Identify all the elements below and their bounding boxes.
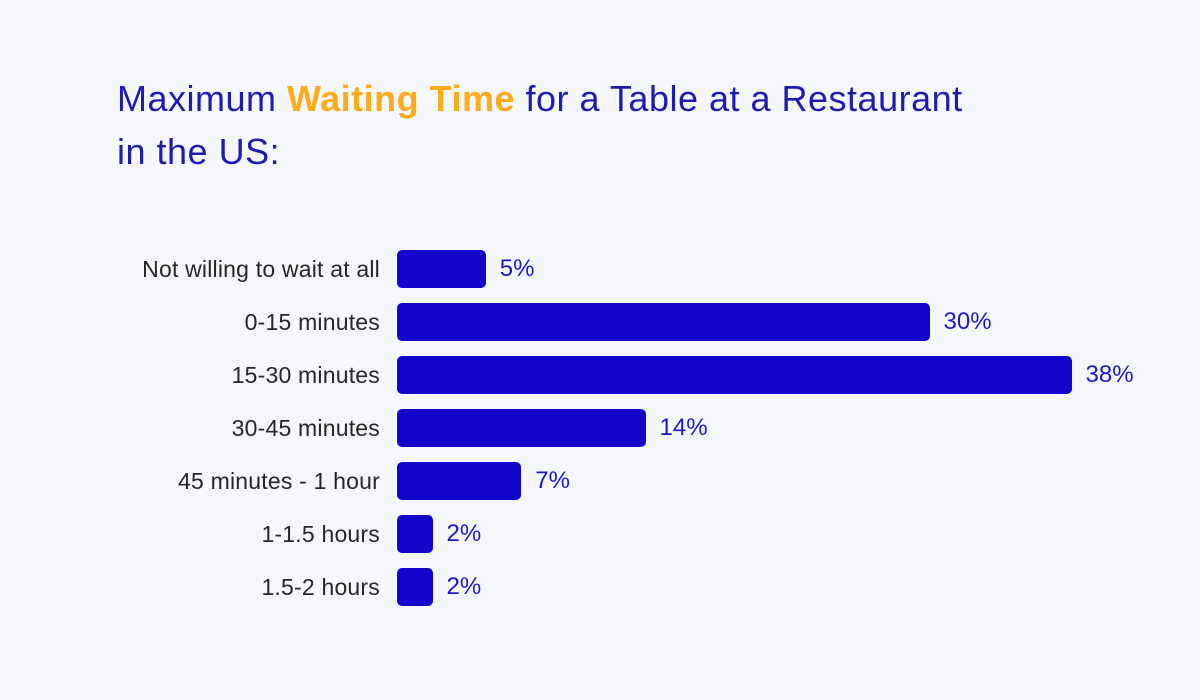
category-label: 30-45 minutes xyxy=(231,414,380,441)
title-prefix: Maximum xyxy=(117,78,288,119)
value-label: 38% xyxy=(1085,361,1134,388)
value-label: 2% xyxy=(446,520,482,547)
category-label: 45 minutes - 1 hour xyxy=(178,467,380,494)
category-label: 0-15 minutes xyxy=(244,308,380,335)
bar-row: 0-15 minutes 30% xyxy=(0,303,1200,341)
bar xyxy=(397,409,646,447)
bar-row: 1-1.5 hours 2% xyxy=(0,515,1200,553)
bar xyxy=(397,568,433,606)
bar xyxy=(397,462,522,500)
value-label: 2% xyxy=(446,573,482,600)
title-highlight: Waiting Time xyxy=(287,78,516,119)
value-label: 7% xyxy=(535,467,570,494)
category-label: 15-30 minutes xyxy=(231,361,380,388)
category-label: Not willing to wait at all xyxy=(142,255,380,282)
bar-row: 1.5-2 hours 2% xyxy=(0,568,1200,606)
bar xyxy=(397,250,486,288)
value-label: 14% xyxy=(659,414,708,441)
bar-chart: Not willing to wait at all 5% 0-15 minut… xyxy=(0,250,1200,621)
bar-row: 30-45 minutes 14% xyxy=(0,409,1200,447)
chart-title: Maximum Waiting Time for a Table at a Re… xyxy=(117,72,1137,178)
value-label: 5% xyxy=(499,255,535,282)
bar-row: 15-30 minutes 38% xyxy=(0,356,1200,394)
bar-row: Not willing to wait at all 5% xyxy=(0,250,1200,288)
bar xyxy=(397,515,433,553)
value-label: 30% xyxy=(943,308,992,335)
bar xyxy=(397,356,1072,394)
category-label: 1.5-2 hours xyxy=(261,573,380,600)
category-label: 1-1.5 hours xyxy=(261,520,380,547)
title-suffix: for a Table at a Restaurant xyxy=(515,78,963,119)
bar-row: 45 minutes - 1 hour 7% xyxy=(0,462,1200,500)
bar xyxy=(397,303,930,341)
title-line-2: in the US: xyxy=(117,131,281,172)
